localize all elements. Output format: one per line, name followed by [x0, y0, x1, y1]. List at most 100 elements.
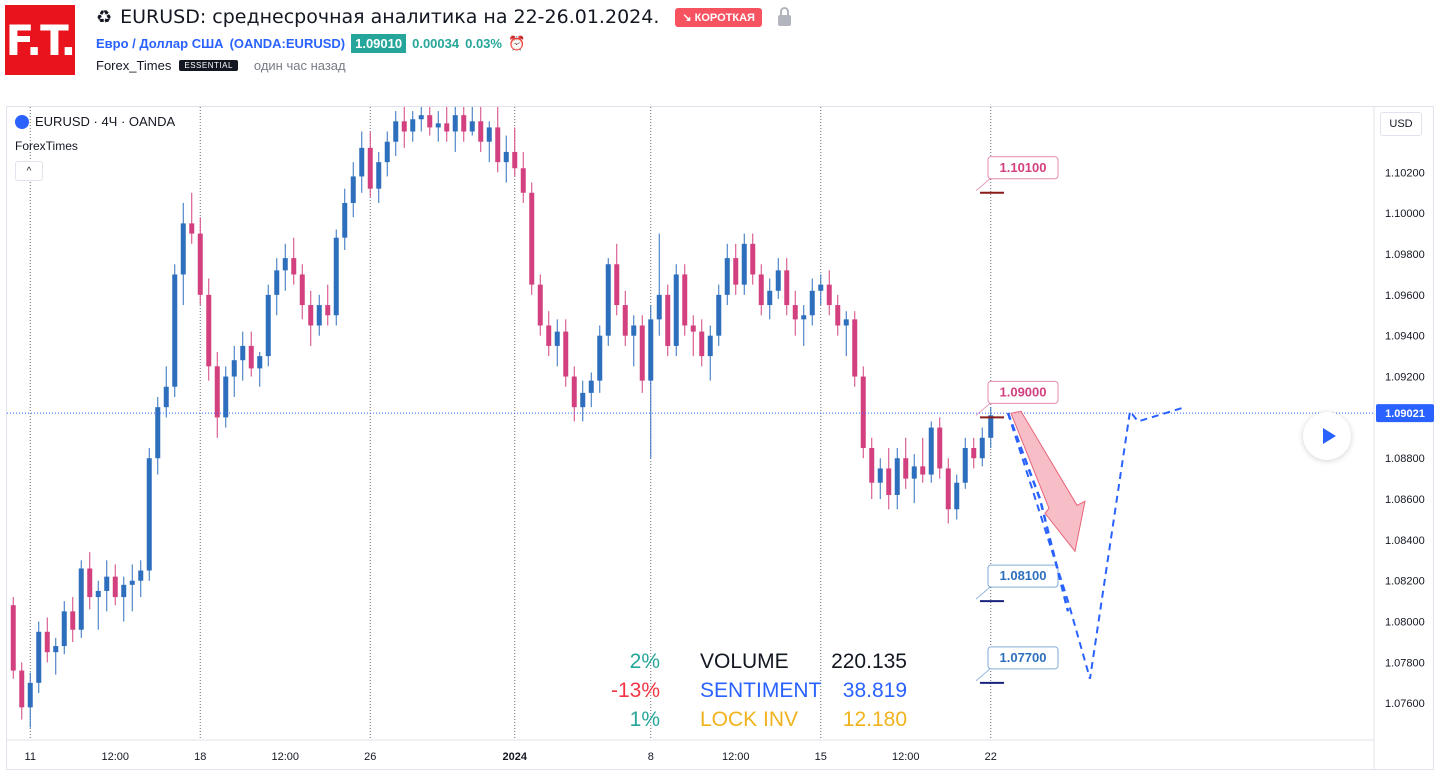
play-replay-button[interactable] — [1303, 412, 1351, 460]
candle-body — [257, 356, 263, 369]
author-name[interactable]: Forex_Times — [96, 58, 172, 73]
candle-body — [495, 127, 501, 163]
candle-body — [376, 162, 382, 189]
stat-percent: 2% — [630, 650, 660, 673]
candle-body — [444, 123, 450, 132]
candle-body — [911, 466, 917, 479]
symbol-ticker-link[interactable]: (OANDA:EURUSD) — [229, 36, 346, 51]
candle-body — [750, 243, 756, 275]
candle-body — [954, 482, 960, 510]
candle-body — [733, 258, 739, 285]
candle-body — [197, 233, 203, 295]
candle-body — [291, 258, 297, 275]
candle-body — [809, 290, 815, 316]
x-axis-tick-label: 22 — [985, 751, 997, 763]
legend-symbol: EURUSD · 4Ч · OANDA — [35, 114, 176, 129]
y-axis-tick-label: 1.08600 — [1385, 494, 1425, 506]
candle-body — [70, 611, 76, 630]
candle-body — [427, 115, 433, 128]
candle-body — [571, 376, 577, 408]
candle-body — [877, 468, 883, 483]
published-time: один час назад — [253, 58, 346, 73]
candle-body — [792, 305, 798, 320]
y-axis-tick-label: 1.08800 — [1385, 453, 1425, 465]
candle-body — [265, 294, 271, 357]
currency-label[interactable]: USD — [1380, 112, 1422, 136]
candle-body — [724, 258, 730, 295]
stat-value: 220.135 — [831, 650, 907, 673]
y-axis-tick-label: 1.08200 — [1385, 576, 1425, 588]
candle-body — [146, 458, 152, 571]
x-axis-tick-label: 11 — [25, 751, 36, 763]
forecast-drop-path — [1006, 412, 1070, 612]
target-level-callout — [987, 156, 1059, 180]
y-axis-tick-label: 1.09200 — [1385, 372, 1425, 384]
candle-body — [971, 448, 977, 459]
y-axis-tick-label: 1.07600 — [1385, 698, 1425, 710]
candle-body — [112, 576, 118, 598]
forex-times-logo[interactable]: F.T. — [5, 5, 76, 75]
y-axis-tick-label: 1.09400 — [1385, 331, 1425, 343]
y-axis-tick-label: 1.07800 — [1385, 657, 1425, 669]
candle-body — [503, 151, 509, 163]
stat-value: 12.180 — [843, 708, 907, 731]
stat-percent: 1% — [630, 708, 660, 731]
candle-body — [299, 274, 305, 306]
candle-body — [801, 315, 807, 320]
candle-body — [554, 331, 560, 346]
stat-label: LOCK INV — [700, 708, 798, 731]
candle-body — [597, 335, 603, 381]
candle-body — [342, 202, 348, 238]
symbol-row: Евро / Доллар США (OANDA:EURUSD) 1.09010… — [96, 34, 525, 53]
candle-body — [945, 468, 951, 510]
x-axis-tick-label: 15 — [815, 751, 827, 763]
x-axis-tick-label: 12:00 — [892, 751, 920, 763]
candle-body — [707, 335, 713, 357]
candle-body — [138, 570, 144, 581]
candle-body — [206, 294, 212, 367]
candle-body — [529, 192, 535, 285]
candle-body — [563, 331, 569, 377]
candle-body — [367, 147, 373, 189]
candle-body — [894, 458, 900, 495]
symbol-name-link[interactable]: Евро / Доллар США — [96, 36, 224, 51]
candle-body — [282, 258, 288, 271]
candle-body — [44, 631, 50, 653]
y-axis-tick-label: 1.09600 — [1385, 290, 1425, 302]
stat-value: 38.819 — [843, 679, 907, 702]
candle-body — [758, 274, 764, 306]
candle-body — [393, 121, 399, 142]
candle-body — [163, 386, 169, 408]
forecast-projection-path — [1007, 406, 1186, 680]
x-axis-tick-label: 12:00 — [271, 751, 299, 763]
candle-body — [223, 376, 229, 418]
candle-body — [155, 407, 161, 459]
candle-body — [588, 380, 594, 393]
candle-body — [580, 392, 586, 408]
chart-frame — [6, 106, 1434, 770]
candle-body — [452, 115, 458, 132]
target-level-callout — [987, 380, 1059, 404]
y-axis-tick-label: 1.08000 — [1385, 617, 1425, 629]
alert-clock-icon[interactable]: ⏰ — [507, 35, 526, 51]
short-badge: ↘ КОРОТКАЯ — [675, 7, 762, 27]
recycle-icon: ♻ — [96, 6, 113, 27]
candle-body — [486, 127, 492, 142]
candle-body — [648, 319, 654, 381]
candle-body — [962, 448, 968, 483]
candle-body — [741, 243, 747, 285]
stat-label: VOLUME — [700, 650, 789, 673]
collapse-legend-button[interactable]: ^ — [15, 161, 43, 181]
y-axis-tick-label: 1.10000 — [1385, 208, 1425, 220]
candle-body — [129, 580, 135, 585]
x-axis-tick-label: 18 — [194, 751, 206, 763]
candle-body — [435, 123, 441, 128]
candle-body — [104, 576, 110, 591]
forecast-short-arrow — [1010, 410, 1086, 553]
candle-body — [36, 631, 42, 683]
candle-body — [95, 590, 101, 598]
candle-body — [826, 284, 832, 306]
candle-body — [639, 325, 645, 381]
y-axis-tick-label: 1.10200 — [1385, 167, 1425, 179]
